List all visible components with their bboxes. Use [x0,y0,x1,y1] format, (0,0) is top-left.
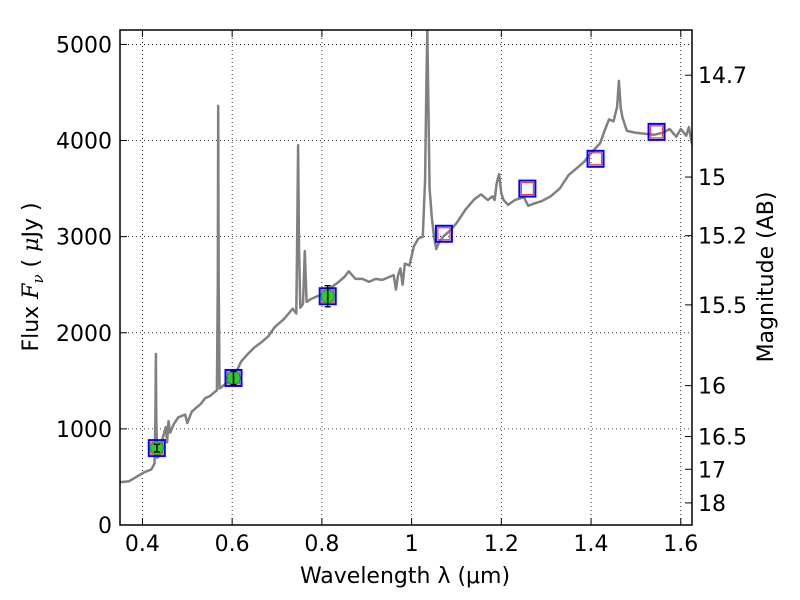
x-tick-label: 0.4 [125,532,160,557]
x-tick-label: 1.6 [663,532,698,557]
model-box-marker [586,149,605,168]
model-box-marker [434,224,453,243]
y2-tick-label: 15.5 [698,294,747,319]
y2-axis-label: Magnitude (AB) [754,192,779,363]
axis-ticks [120,30,692,526]
model-box-marker [224,368,243,387]
y-axis-label-part: Jy ) [19,202,44,239]
y-tick-label: 2000 [56,322,112,347]
y-tick-label: 3000 [56,226,112,251]
y-axis-label-part: Flux [19,299,44,352]
plot-frame [119,29,693,526]
photometry-markers [147,122,666,458]
y-tick-label: 0 [98,514,112,539]
y2-tick-label: 16 [698,375,726,400]
model-box-marker [647,122,666,141]
model-square-marker [649,125,664,139]
model-square-marker [588,152,603,166]
y-axis-label-part: μ [19,238,44,252]
spectrum-series [120,30,692,484]
x-tick-label: 1 [405,532,419,557]
y-tick-label: 4000 [56,130,112,155]
y2-tick-label: 18 [698,492,726,517]
y-axis-label-part: F [19,283,44,300]
spectrum-line [120,30,692,484]
y2-tick-label: 14.7 [698,64,747,89]
y-axis-label: Flux Fν ( μJy ) [19,202,47,351]
model-square-marker [520,181,534,196]
model-box-marker [518,179,537,198]
model-box-marker [147,439,166,458]
y2-tick-label: 17 [698,458,726,483]
x-tick-label: 1.4 [574,532,609,557]
tick-labels: 0.4 0.6 0.8 1 1.2 1.4 1.6 0 1000 2000 3000 4000 5000… [56,33,747,557]
y-axis-label-part: ( [19,252,44,275]
y-axis-label-part: ν [29,274,47,283]
x-axis-label: Wavelength λ (μm) [300,564,510,589]
x-tick-label: 1.2 [484,532,519,557]
y2-tick-label: 15.2 [698,225,747,250]
grid [120,30,692,525]
x-tick-label: 0.8 [304,532,339,557]
model-square-marker [437,227,451,241]
y-tick-label: 5000 [56,33,112,58]
x-tick-label: 0.6 [215,532,250,557]
y-tick-label: 1000 [56,418,112,443]
y2-tick-label: 16.5 [698,426,747,451]
y2-tick-label: 15 [698,166,726,191]
